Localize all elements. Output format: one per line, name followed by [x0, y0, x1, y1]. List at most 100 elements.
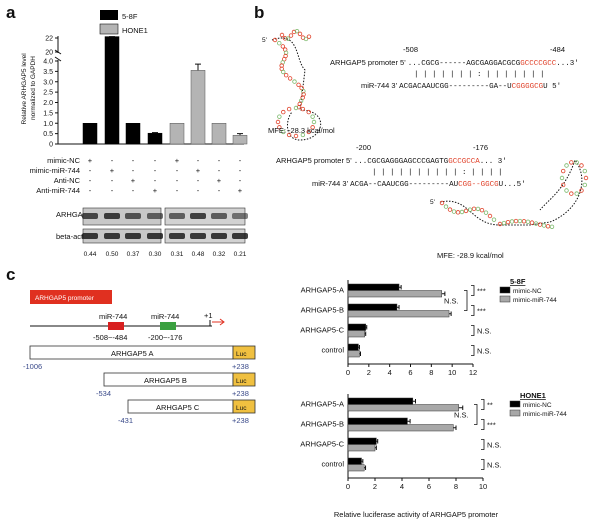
sig-row-control-label: N.S.: [487, 461, 502, 470]
sig-row-b-label: ***: [487, 421, 496, 430]
treatment-mark: -: [89, 176, 92, 185]
site2-start: -200: [356, 143, 371, 152]
nucleotide-dot: [564, 188, 569, 193]
x-tick-label: 8: [454, 482, 458, 491]
blot-band-arhgap5: [169, 213, 185, 219]
nucleotide-dot: [296, 82, 301, 87]
nucleotide-dot: [467, 207, 473, 212]
x-tick-label: 4: [388, 368, 392, 377]
nucleotide-dot: [281, 129, 286, 135]
nucleotide-dot: [277, 114, 282, 119]
sig-row-c-bracket: [471, 325, 475, 336]
sig-row-a-bracket: [481, 399, 485, 410]
panel-a-band-values: 0.44 0.50 0.37 0.30 0.31 0.48 0.32 0.21: [84, 251, 247, 258]
construct-c-end: +238: [232, 416, 249, 425]
panel-a-tick-label: 4.0: [43, 59, 53, 66]
panel-c-chart-58f: 0 2 4 6 8 10 12 ARHGAP5-A ARHGAP5-B ARHGAP5-C cont…: [300, 277, 557, 377]
nucleotide-dot: [294, 28, 300, 34]
x-tick-label: 8: [429, 368, 433, 377]
treatment-mark: -: [239, 176, 242, 185]
nucleotide-dot: [509, 219, 515, 224]
panel-c-chart-hone1: 0 2 4 6 8 10 ARHGAP5-A ARHGAP5-B ARHGAP5-C contro…: [300, 391, 567, 491]
site2-mir-red: CGG--GGCG: [458, 181, 499, 189]
legend-label-58f: 5-8F: [122, 12, 138, 21]
nucleotide-dot: [282, 36, 288, 41]
blot-band-actin: [125, 233, 141, 239]
tss-arrow-icon: [212, 318, 225, 326]
panel-a-tick-label: 0: [49, 142, 53, 149]
blot-band-arhgap5: [190, 213, 206, 219]
structure1-backbone: [271, 37, 322, 141]
blot-band-arhgap5: [211, 213, 227, 219]
band-value: 0.37: [127, 251, 140, 258]
blot-band-actin: [190, 233, 206, 239]
treatment-row-label: mimic-NC: [47, 156, 80, 165]
nucleotide-dot: [501, 220, 507, 226]
sig-ab-label: N.S.: [444, 297, 459, 306]
site2-name: miR-744: [151, 312, 179, 321]
category-label: control: [321, 346, 344, 355]
nucleotide-dot: [537, 222, 543, 227]
nucleotide-dot: [533, 221, 539, 226]
nucleotide-dot: [569, 160, 574, 165]
bar: [169, 123, 185, 145]
x-tick-label: 12: [469, 368, 477, 377]
blot-band-actin: [104, 233, 120, 239]
x-tick-label: 0: [346, 482, 350, 491]
treatment-mark: -: [218, 156, 221, 165]
nucleotide-dot: [471, 206, 477, 212]
treatment-mark: -: [111, 186, 114, 195]
bar: [232, 135, 248, 145]
sig-row-c-label: N.S.: [487, 441, 502, 450]
nucleotide-dot: [455, 210, 461, 215]
site2-promoter-line: ARHGAP5 promoter 5' ...CGCGAGGGAGCCCGAGT…: [276, 156, 507, 166]
legend-swatch: [499, 286, 511, 294]
site2-mir-line: miR-744 3' ACGA--CAAUCGG---------AUCGG--…: [312, 179, 526, 189]
nucleotide-dot: [443, 204, 449, 209]
band-value: 0.30: [149, 251, 162, 258]
nucleotide-dot: [310, 125, 315, 130]
sig-row-a-label: **: [487, 401, 493, 410]
panel-a-tick-label: 2.0: [43, 100, 53, 107]
category-label: ARHGAP5-A: [301, 400, 344, 409]
nucleotide-dot: [291, 29, 297, 35]
treatment-mark: +: [88, 156, 93, 165]
construct-a-luc-label: Luc: [236, 351, 247, 358]
treatment-mark: -: [132, 156, 135, 165]
nucleotide-dot: [293, 105, 299, 111]
nucleotide-dot: [541, 223, 547, 228]
nucleotide-dot: [300, 132, 306, 138]
bar: [104, 36, 120, 145]
sig-row-c-bracket: [481, 439, 485, 450]
blot-band-actin: [147, 233, 163, 239]
panel-c-schematic: ARHGAP5 promoter miR-744 miR-744 -508~-4…: [23, 290, 256, 425]
alignment-site2: -200 -176 ARHGAP5 promoter 5' ...CGCGAGG…: [276, 143, 526, 189]
treatment-mark: -: [89, 186, 92, 195]
nucleotide-dot: [303, 36, 309, 42]
nucleotide-dot: [564, 163, 569, 168]
blot-band-arhgap5: [82, 213, 98, 219]
legend-label: mimic-NC: [513, 288, 542, 295]
panel-a-tick-label: 1.0: [43, 121, 53, 128]
treatment-mark: -: [239, 166, 242, 175]
nucleotide-dot: [281, 109, 286, 115]
category-label: ARHGAP5-C: [300, 440, 344, 449]
sig-row-b-label: ***: [477, 307, 486, 316]
nucleotide-dot: [559, 175, 565, 181]
blot-band-arhgap5: [104, 213, 120, 219]
site1-pairing: | | | | | | | : | | | | | | |: [414, 71, 545, 79]
site1-mir-red: CGGGGCG: [512, 83, 544, 91]
panel-a-legend: 5-8F HONE1: [99, 10, 148, 35]
bar: [347, 464, 365, 472]
nucleotide-dot: [300, 106, 306, 112]
sig-row-a-label: ***: [477, 287, 486, 296]
sig-row-b-bracket: [471, 305, 475, 316]
blot-band-actin: [232, 233, 248, 239]
nucleotide-dot: [277, 41, 282, 46]
blot-band-arhgap5: [232, 213, 248, 219]
nucleotide-dot: [479, 208, 485, 213]
panel-a-tick-label: 0.5: [43, 131, 53, 138]
category-label: ARHGAP5-B: [301, 420, 344, 429]
legend-label: mimic-miR-744: [523, 411, 567, 418]
nucleotide-dot: [463, 208, 469, 214]
